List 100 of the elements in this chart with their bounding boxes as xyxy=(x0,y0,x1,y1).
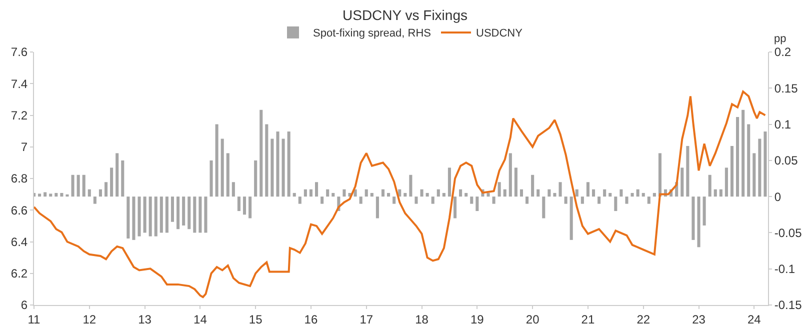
bar xyxy=(370,192,374,197)
bar xyxy=(470,196,474,204)
bar xyxy=(232,182,235,197)
bar xyxy=(558,182,562,197)
bar xyxy=(66,194,69,197)
x-tick-label: 17 xyxy=(360,312,374,326)
bar xyxy=(237,196,240,212)
bar xyxy=(580,196,584,204)
bar xyxy=(409,174,412,197)
bar xyxy=(88,189,91,197)
bar xyxy=(719,189,722,197)
bar xyxy=(542,196,546,218)
bar xyxy=(38,194,42,197)
bar xyxy=(531,174,534,197)
bar xyxy=(486,192,490,197)
bar xyxy=(464,192,468,197)
bar xyxy=(508,153,512,197)
bar xyxy=(315,182,318,197)
x-tick-label: 12 xyxy=(82,312,96,326)
bar xyxy=(332,192,335,197)
bar xyxy=(254,160,258,197)
bar xyxy=(126,196,130,238)
bar xyxy=(459,189,462,197)
y2-tick-label: 0 xyxy=(774,190,782,204)
bar xyxy=(520,189,524,197)
bar xyxy=(404,192,407,197)
x-tick-label: 19 xyxy=(470,312,484,326)
y-tick-label: 6.6 xyxy=(10,203,28,218)
bar xyxy=(265,124,268,197)
bar xyxy=(603,189,606,197)
bar xyxy=(54,192,58,197)
bar xyxy=(193,196,196,233)
bar xyxy=(692,196,695,240)
bar xyxy=(226,153,230,197)
bar xyxy=(292,192,296,197)
bar xyxy=(82,174,86,197)
bar xyxy=(188,196,191,230)
bar xyxy=(747,124,750,197)
x-tick-label: 13 xyxy=(138,312,152,326)
bar xyxy=(381,189,385,197)
bar xyxy=(453,196,457,218)
bar xyxy=(448,168,451,197)
bar xyxy=(724,168,728,197)
bar xyxy=(248,196,252,218)
x-tick-label: 11 xyxy=(28,312,41,326)
x-tick-label: 21 xyxy=(581,312,595,326)
bar xyxy=(392,196,396,204)
bar xyxy=(359,196,362,204)
bar xyxy=(276,132,280,197)
bar xyxy=(71,174,74,197)
bar xyxy=(658,153,662,197)
bar xyxy=(642,192,645,197)
bar xyxy=(93,196,96,204)
bar xyxy=(598,196,601,204)
bar xyxy=(764,132,767,197)
bar xyxy=(287,132,290,197)
bar xyxy=(198,196,202,233)
bar xyxy=(320,196,324,204)
bar xyxy=(60,192,64,197)
bar xyxy=(298,196,302,204)
bar xyxy=(420,189,424,197)
bar xyxy=(442,192,446,197)
bar xyxy=(564,196,568,204)
bar xyxy=(176,196,180,230)
bar xyxy=(98,189,102,197)
y2-tick-label: -0.15 xyxy=(774,298,802,312)
bar xyxy=(503,189,506,197)
bar xyxy=(364,189,368,197)
legend-label: USDCNY xyxy=(476,28,524,40)
chart-title: USDCNY vs Fixings xyxy=(342,6,468,23)
bar xyxy=(116,153,119,197)
bar xyxy=(614,196,618,212)
x-tick-label: 18 xyxy=(415,312,429,326)
y2-tick-label: -0.05 xyxy=(774,226,802,240)
bar xyxy=(586,182,590,197)
y-tick-label: 7 xyxy=(20,140,28,154)
bar xyxy=(110,168,114,197)
bar xyxy=(526,196,529,204)
bar xyxy=(182,196,186,226)
bar xyxy=(714,189,717,197)
bar xyxy=(426,192,429,197)
bar xyxy=(309,189,312,197)
bar xyxy=(514,168,518,197)
y2-axis-title: pp xyxy=(774,33,786,45)
bar xyxy=(160,196,163,233)
bar xyxy=(148,196,152,236)
y-tick-label: 7.6 xyxy=(10,45,28,60)
bar xyxy=(742,110,745,197)
bar xyxy=(165,196,168,233)
x-tick-label: 15 xyxy=(248,312,263,326)
bar xyxy=(376,196,379,218)
y-tick-label: 6.8 xyxy=(10,172,28,186)
bar xyxy=(49,194,52,197)
bar xyxy=(326,189,330,197)
bar xyxy=(620,189,623,197)
bar xyxy=(708,174,712,197)
bar xyxy=(304,189,307,197)
y2-tick-label: 0.15 xyxy=(774,81,798,96)
bar xyxy=(210,160,213,197)
bar xyxy=(592,189,596,197)
